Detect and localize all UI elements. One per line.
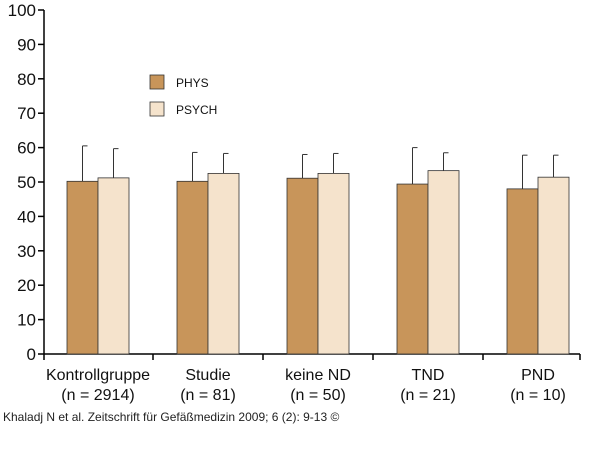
category-sublabel: (n = 50) (290, 387, 346, 404)
bar-psych (427, 170, 460, 355)
y-tick-label: 70 (17, 104, 36, 123)
bar-phys (66, 180, 99, 355)
y-tick-label: 90 (17, 35, 36, 54)
y-tick-label: 60 (17, 139, 36, 158)
y-tick-label: 30 (17, 242, 36, 261)
bar-phys (396, 183, 429, 355)
legend-label-psych: PSYCH (176, 103, 217, 117)
category-label: keine ND (285, 367, 351, 384)
category-label: TND (412, 367, 445, 384)
category-sublabel: (n = 21) (400, 387, 456, 404)
chart-legend: PHYS PSYCH (149, 74, 217, 117)
bar-phys (506, 188, 539, 355)
category-sublabel: (n = 2914) (61, 387, 134, 404)
category-label: PND (521, 367, 555, 384)
legend-label-phys: PHYS (176, 76, 209, 90)
y-tick-label: 80 (17, 70, 36, 89)
bar-phys (176, 180, 209, 355)
citation-caption: Khaladj N et al. Zeitschrift für Gefäßme… (3, 410, 340, 424)
legend-swatch-psych (149, 101, 165, 117)
category-sublabel: (n = 81) (180, 387, 236, 404)
chart-axes: 0 10 20 30 40 50 60 70 80 90 100 (8, 1, 581, 364)
bar-phys (286, 177, 319, 355)
category-label: Studie (185, 367, 230, 384)
y-tick-label: 0 (27, 345, 36, 364)
category-label: Kontrollgruppe (46, 367, 150, 384)
y-tick-label: 50 (17, 173, 36, 192)
category-sublabel: (n = 10) (510, 387, 566, 404)
bar-psych (317, 172, 350, 355)
bar-psych (97, 177, 130, 355)
y-tick-label: 40 (17, 207, 36, 226)
y-tick-label: 100 (8, 1, 36, 20)
chart-bars: Kontrollgruppe (n = 2914) Studie (n = 81) ke… (46, 145, 570, 404)
y-tick-label: 20 (17, 276, 36, 295)
legend-swatch-phys (149, 74, 165, 90)
y-tick-label: 10 (17, 311, 36, 330)
bar-psych (537, 176, 570, 355)
bar-chart: 0 10 20 30 40 50 60 70 80 90 100 Kontrollgruppe (n … (8, 1, 581, 404)
bar-psych (207, 172, 240, 355)
